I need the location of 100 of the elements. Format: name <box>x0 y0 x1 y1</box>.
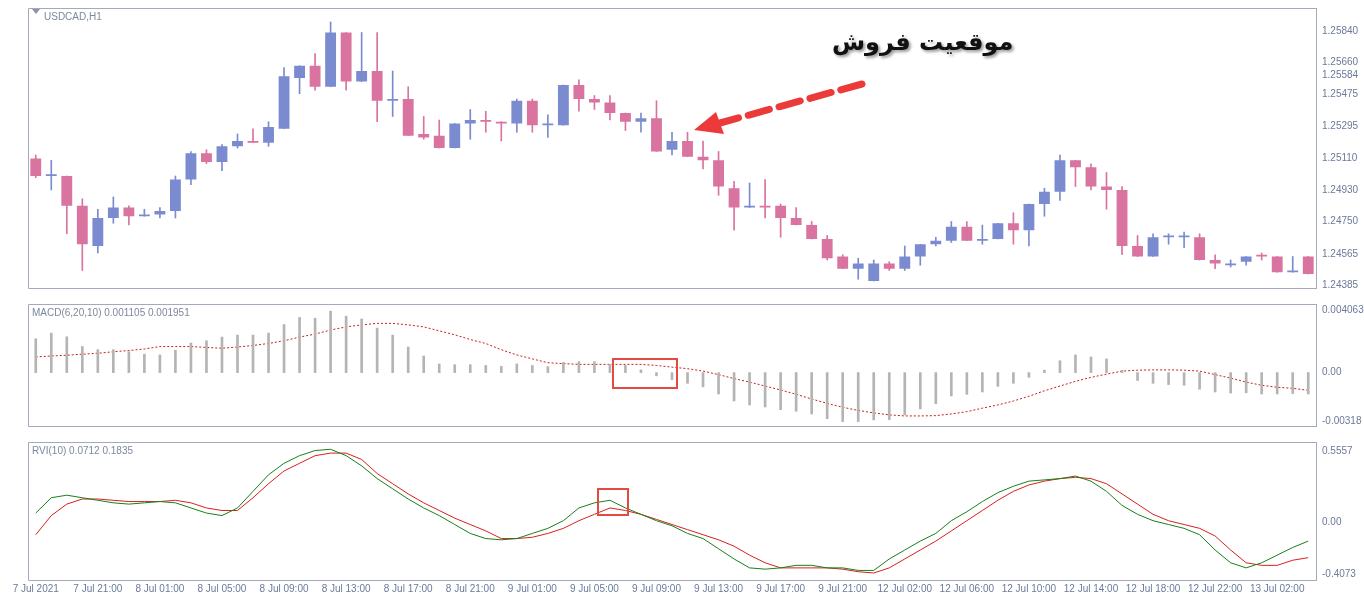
bar <box>981 372 984 393</box>
bar <box>717 372 720 395</box>
y-tick-label: 1.24930 <box>1322 183 1359 195</box>
bar <box>950 372 953 397</box>
bar <box>1105 358 1108 373</box>
x-tick-label: 9 Jul 21:00 <box>818 582 868 594</box>
bar <box>174 349 177 373</box>
bar <box>934 372 938 405</box>
bar <box>903 372 907 416</box>
bar <box>298 317 301 373</box>
bar <box>267 332 270 373</box>
x-tick-label: 12 Jul 22:00 <box>1187 582 1243 594</box>
bar <box>1306 372 1310 395</box>
candlestick <box>1209 254 1221 270</box>
bar <box>80 346 84 373</box>
y-tick-label: 0.00 <box>1322 515 1342 527</box>
x-tick-label: 9 Jul 01:00 <box>507 582 558 594</box>
x-tick-label: 12 Jul 10:00 <box>1001 582 1057 594</box>
y-tick-label: 1.25840 <box>1322 24 1359 36</box>
y-tick-label: 0.004063 <box>1322 304 1364 316</box>
y-tick-label: 1.25295 <box>1322 119 1359 131</box>
bar <box>406 346 410 373</box>
bar <box>872 372 876 421</box>
bar <box>360 318 363 373</box>
candlestick <box>418 116 430 140</box>
x-tick-label: 8 Jul 13:00 <box>321 582 372 594</box>
x-tick-label: 7 Jul 21:00 <box>73 582 123 594</box>
y-tick-label: -0.4073 <box>1322 567 1357 579</box>
bar <box>205 340 208 373</box>
y-tick-label: 1.25110 <box>1322 152 1358 164</box>
bar <box>468 364 472 373</box>
candlestick <box>480 110 492 133</box>
candlestick <box>154 207 166 219</box>
chart-title: RVI(10) 0.0712 0.1835 <box>32 444 134 456</box>
bar <box>515 363 519 373</box>
bar <box>329 310 332 373</box>
y-tick-label: 1.24565 <box>1322 247 1359 259</box>
bar <box>1291 372 1295 394</box>
line-series <box>35 322 1309 417</box>
bar <box>562 362 565 373</box>
bar <box>779 372 782 411</box>
candlestick <box>387 70 399 117</box>
bar <box>499 366 503 373</box>
x-tick-label: 9 Jul 05:00 <box>569 582 620 594</box>
x-tick-label: 13 Jul 02:00 <box>1249 582 1305 594</box>
chart-title: USDCAD,H1 <box>44 10 103 22</box>
bar <box>1198 372 1201 390</box>
bar <box>856 372 860 422</box>
bar <box>391 334 395 373</box>
annotation: موقعیت فروش <box>832 28 1014 56</box>
bar <box>484 365 488 373</box>
x-tick-label: 9 Jul 09:00 <box>632 582 682 594</box>
bar <box>810 372 813 415</box>
bar <box>1229 372 1232 394</box>
candlestick <box>495 121 507 142</box>
x-tick-label: 12 Jul 06:00 <box>939 582 995 594</box>
bar <box>1043 369 1046 373</box>
bar <box>112 349 115 373</box>
candlestick <box>45 159 57 191</box>
x-tick-label: 8 Jul 01:00 <box>135 582 185 594</box>
bar <box>1167 372 1170 385</box>
x-tick-label: 7 Jul 2021 <box>12 582 60 594</box>
y-tick-label: 0.5557 <box>1322 444 1354 456</box>
y-tick-label: 1.25475 <box>1322 88 1359 100</box>
y-tick-label: 0.00 <box>1322 366 1342 378</box>
x-tick-label: 9 Jul 13:00 <box>694 582 744 594</box>
bar <box>1275 372 1279 395</box>
x-tick-label: 12 Jul 18:00 <box>1125 582 1181 594</box>
candlestick <box>464 109 476 140</box>
bar <box>655 372 658 377</box>
bar <box>65 336 69 373</box>
bar <box>1012 372 1015 384</box>
bar <box>422 355 426 373</box>
bar <box>437 363 441 373</box>
bar <box>34 338 38 373</box>
bar <box>531 365 534 373</box>
y-tick-label: 1.25660 <box>1322 56 1359 67</box>
y-tick-label: -0.00318 <box>1322 414 1362 426</box>
bar <box>825 372 829 420</box>
bar <box>686 372 689 384</box>
bar <box>453 364 457 373</box>
y-tick-label: 1.25584 <box>1322 69 1359 81</box>
candlestick <box>759 179 771 219</box>
x-tick-label: 8 Jul 21:00 <box>445 582 496 594</box>
bar <box>918 372 922 410</box>
x-tick-label: 8 Jul 05:00 <box>197 582 247 594</box>
chart-title: MACD(6,20,10) 0.001105 0.001951 <box>32 306 191 318</box>
bar <box>1136 372 1139 381</box>
candlestick <box>1256 252 1268 261</box>
x-tick-label: 8 Jul 17:00 <box>383 582 434 594</box>
bar <box>143 353 146 373</box>
bar <box>593 361 596 373</box>
bar <box>1260 372 1264 395</box>
x-tick-label: 12 Jul 02:00 <box>877 582 933 594</box>
bar <box>1074 354 1077 373</box>
bar <box>236 334 239 373</box>
y-tick-label: 1.24750 <box>1322 215 1359 227</box>
bar <box>887 372 891 420</box>
y-tick-label: 1.24385 <box>1322 279 1359 291</box>
bar <box>748 372 751 406</box>
